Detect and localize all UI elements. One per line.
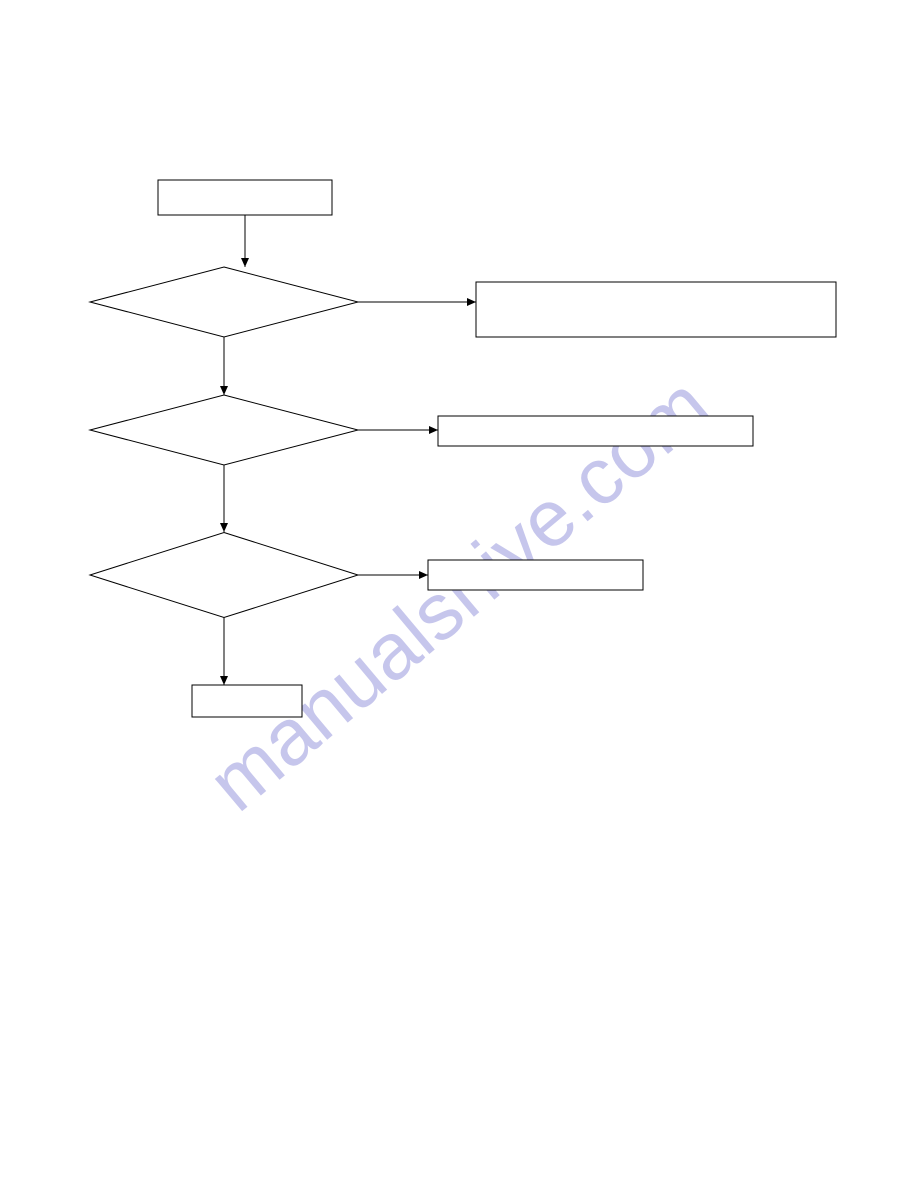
flowchart-rect-r3 xyxy=(428,560,643,590)
flowchart-rect-end xyxy=(192,685,302,717)
flowchart-rect-r2 xyxy=(438,416,753,446)
flowchart-rect-start xyxy=(158,180,332,215)
flowchart-diamond-d1 xyxy=(90,267,358,337)
flowchart-canvas xyxy=(0,0,918,1188)
flowchart-diamond-d2 xyxy=(90,395,358,465)
flowchart-rect-r1 xyxy=(476,282,836,337)
flowchart-diamond-d3 xyxy=(90,533,358,618)
